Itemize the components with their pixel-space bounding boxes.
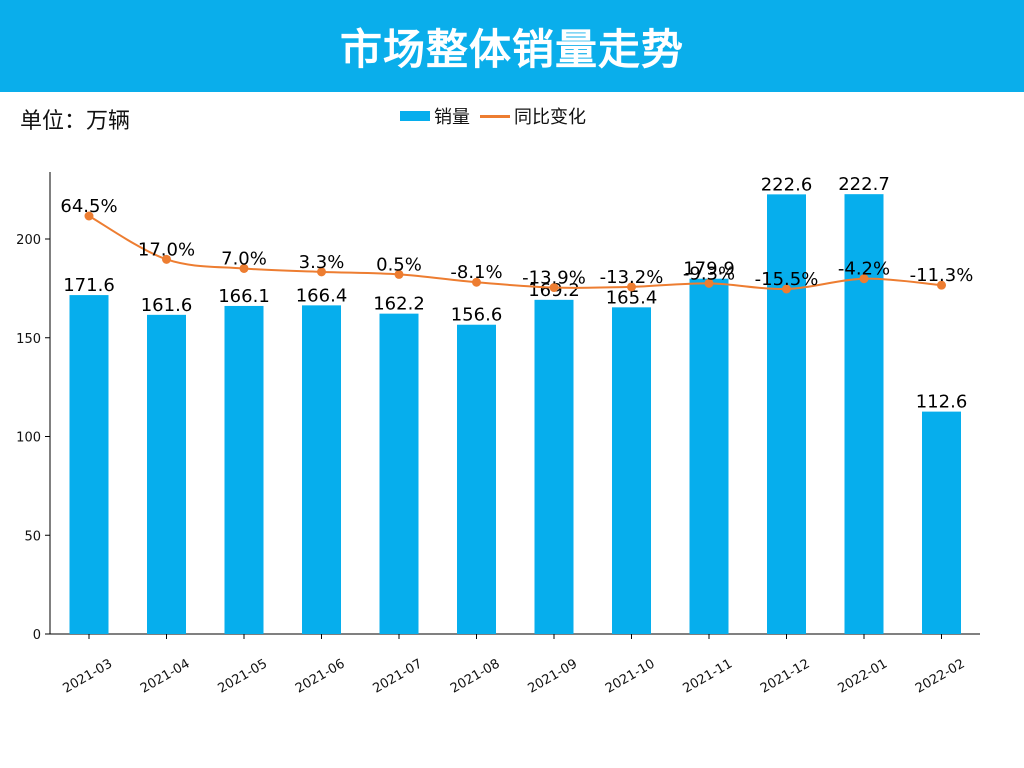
- y-tick-label: 200: [16, 233, 41, 248]
- x-tick-label: 2021-08: [448, 656, 503, 696]
- bar-value-label: 161.6: [141, 295, 193, 316]
- x-tick-label: 2021-05: [215, 656, 270, 696]
- header-banner: 市场整体销量走势: [0, 0, 1024, 92]
- yoy-line: [84, 211, 946, 294]
- yoy-value-label: 17.0%: [138, 239, 195, 260]
- bar-value-label: 162.2: [373, 294, 425, 315]
- yoy-point: [704, 278, 714, 288]
- bar: [224, 305, 264, 634]
- bar-value-label: 112.6: [916, 392, 968, 413]
- x-tick-label: 2021-03: [60, 656, 115, 696]
- x-tick-label: 2021-04: [138, 656, 193, 696]
- yoy-point: [859, 274, 869, 284]
- legend-label-sales: 销量: [434, 107, 470, 128]
- yoy-point: [549, 283, 559, 293]
- bar: [302, 305, 341, 634]
- yoy-point: [627, 282, 636, 292]
- y-tick-label: 100: [16, 431, 41, 446]
- yoy-point: [937, 280, 946, 290]
- x-ticks: 2021-03 2021-04 2021-05 2021-06 2021-07 2021-…: [60, 634, 968, 697]
- bar-value-label: 222.7: [838, 174, 890, 195]
- x-tick-label: 2021-12: [758, 656, 813, 696]
- yoy-value-label: -13.2%: [600, 267, 664, 288]
- yoy-point: [317, 267, 326, 277]
- unit-label: 单位：万辆: [20, 109, 131, 134]
- bar: [922, 411, 961, 634]
- y-tick-label: 150: [16, 332, 41, 347]
- x-tick-label: 2021-09: [525, 656, 580, 696]
- yoy-value-label: -9.3%: [683, 263, 735, 284]
- yoy-point: [239, 263, 249, 273]
- yoy-point: [394, 269, 404, 279]
- x-tick-label: 2022-01: [835, 656, 890, 696]
- x-tick-label: 2021-10: [603, 656, 658, 696]
- bar-value-label: 166.4: [296, 285, 348, 306]
- y-tick-label: 0: [33, 628, 41, 643]
- legend-swatch-bar: [400, 111, 430, 121]
- x-tick-label: 2021-11: [680, 656, 735, 696]
- yoy-value-label: 64.5%: [60, 196, 117, 217]
- yoy-value-label: 3.3%: [299, 252, 345, 273]
- chart-legend: 销量 同比变化: [400, 103, 596, 129]
- bar-labels: 171.6161.6166.1166.4162.2156.6169.2165.4…: [63, 174, 967, 412]
- bar: [457, 324, 496, 634]
- legend-label-yoy: 同比变化: [514, 107, 586, 128]
- yoy-value-label: -4.2%: [838, 259, 890, 280]
- bar-value-label: 171.6: [63, 275, 115, 296]
- bar-value-label: 179.9: [683, 259, 735, 280]
- yoy-point: [472, 277, 481, 287]
- yoy-point: [84, 211, 94, 221]
- yoy-value-label: -8.1%: [450, 262, 502, 283]
- yoy-value-label: -13.9%: [522, 268, 586, 289]
- bar: [147, 314, 186, 634]
- bar: [612, 307, 651, 634]
- bar: [767, 194, 806, 635]
- yoy-value-label: 0.5%: [376, 254, 422, 275]
- x-tick-label: 2022-02: [913, 656, 968, 696]
- bar: [689, 278, 729, 634]
- bar: [69, 295, 109, 634]
- legend-swatch-line: [480, 114, 510, 118]
- bar-value-label: 166.1: [218, 286, 270, 307]
- bar-value-label: 156.6: [451, 305, 503, 326]
- page-title: 市场整体销量走势: [339, 24, 684, 74]
- x-tick-label: 2021-06: [293, 656, 348, 696]
- axes: 0 50 100 150 200: [16, 172, 980, 643]
- legend-item-sales: 销量: [400, 103, 470, 129]
- yoy-value-label: 7.0%: [221, 248, 267, 269]
- bar-value-label: 165.4: [606, 287, 658, 308]
- yoy-labels: 64.5%17.0% 7.0% 3.3% 0.5% -8.1% -13.9% -13.2% -…: [60, 196, 973, 290]
- yoy-point: [162, 254, 171, 264]
- bars: [69, 194, 961, 635]
- bar: [844, 194, 884, 635]
- bar: [534, 299, 574, 634]
- yoy-line-path: [88, 215, 942, 291]
- yoy-value-label: -11.3%: [910, 265, 974, 286]
- yoy-point: [782, 284, 791, 294]
- legend-item-yoy: 同比变化: [480, 103, 586, 129]
- yoy-value-label: -15.5%: [755, 269, 819, 290]
- bar: [379, 313, 419, 634]
- x-tick-label: 2021-07: [370, 656, 425, 696]
- bar-value-label: 222.6: [761, 174, 813, 195]
- y-tick-label: 50: [24, 529, 41, 544]
